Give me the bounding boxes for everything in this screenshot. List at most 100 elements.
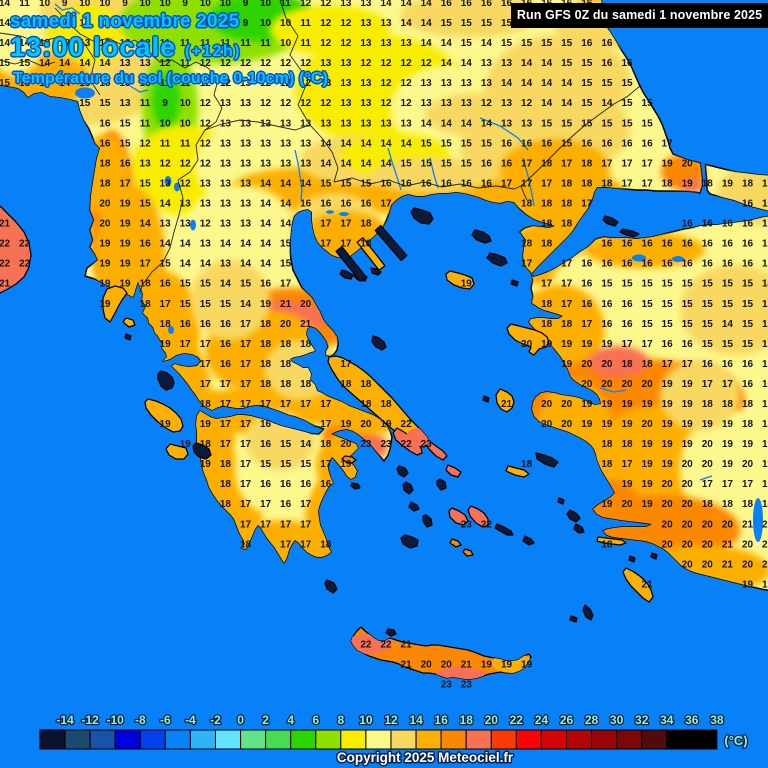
svg-text:17: 17: [722, 379, 734, 390]
svg-text:19: 19: [662, 419, 674, 430]
svg-text:13: 13: [501, 118, 513, 129]
svg-text:15: 15: [601, 118, 613, 129]
svg-text:38: 38: [710, 713, 724, 727]
svg-text:11: 11: [100, 18, 111, 29]
svg-text:21: 21: [461, 660, 473, 671]
svg-text:13: 13: [140, 78, 152, 89]
svg-text:10: 10: [280, 18, 292, 29]
svg-text:15: 15: [702, 319, 714, 330]
svg-text:12: 12: [380, 78, 392, 89]
svg-text:15: 15: [601, 78, 613, 89]
svg-text:21: 21: [0, 219, 10, 230]
svg-text:15: 15: [79, 98, 91, 109]
svg-text:20: 20: [722, 519, 734, 530]
svg-text:16: 16: [320, 479, 332, 490]
svg-text:21: 21: [280, 299, 292, 310]
svg-text:16: 16: [601, 319, 613, 330]
svg-text:12: 12: [200, 98, 212, 109]
svg-text:16: 16: [621, 58, 633, 69]
svg-text:17: 17: [320, 219, 332, 230]
svg-text:17: 17: [621, 179, 633, 190]
svg-text:11: 11: [180, 78, 191, 89]
svg-text:19: 19: [521, 660, 533, 671]
svg-text:18: 18: [702, 179, 714, 190]
svg-text:13: 13: [340, 98, 352, 109]
svg-text:16: 16: [601, 299, 613, 310]
svg-text:19: 19: [119, 199, 131, 210]
svg-text:18: 18: [742, 399, 754, 410]
svg-text:15: 15: [360, 179, 372, 190]
svg-text:19: 19: [501, 660, 513, 671]
svg-text:17: 17: [320, 459, 332, 470]
svg-text:16: 16: [260, 279, 272, 290]
svg-text:13: 13: [140, 58, 152, 69]
svg-text:18: 18: [541, 319, 553, 330]
svg-text:14: 14: [481, 38, 493, 49]
svg-text:12: 12: [200, 58, 212, 69]
svg-text:17: 17: [561, 259, 573, 270]
svg-text:10: 10: [280, 38, 292, 49]
svg-text:18: 18: [260, 359, 272, 370]
svg-text:17: 17: [722, 479, 734, 490]
svg-text:18: 18: [360, 399, 372, 410]
svg-text:18: 18: [662, 179, 674, 190]
svg-text:6: 6: [312, 713, 319, 727]
svg-text:18: 18: [460, 713, 474, 727]
svg-text:15: 15: [642, 319, 654, 330]
svg-text:16: 16: [421, 179, 433, 190]
svg-text:16: 16: [621, 319, 633, 330]
svg-text:20: 20: [621, 379, 633, 390]
svg-text:19: 19: [702, 419, 714, 430]
svg-text:15: 15: [662, 319, 674, 330]
svg-text:9: 9: [62, 0, 68, 9]
svg-text:17: 17: [200, 359, 212, 370]
svg-text:14: 14: [260, 219, 272, 230]
svg-text:20: 20: [762, 559, 768, 570]
svg-text:20: 20: [702, 559, 714, 570]
svg-text:14: 14: [380, 138, 392, 149]
svg-text:18: 18: [561, 219, 573, 230]
svg-text:19: 19: [200, 419, 212, 430]
svg-text:15: 15: [240, 279, 252, 290]
svg-text:10: 10: [160, 118, 172, 129]
svg-text:10: 10: [59, 18, 71, 29]
svg-text:20: 20: [642, 419, 654, 430]
svg-text:16: 16: [601, 58, 613, 69]
svg-text:15: 15: [762, 319, 768, 330]
svg-text:14: 14: [421, 0, 433, 9]
svg-text:20: 20: [702, 539, 714, 550]
svg-text:14: 14: [521, 78, 533, 89]
svg-text:20: 20: [682, 519, 694, 530]
svg-text:12: 12: [401, 58, 413, 69]
svg-text:15: 15: [300, 459, 312, 470]
svg-text:11: 11: [220, 38, 231, 49]
svg-text:11: 11: [140, 98, 151, 109]
svg-text:13: 13: [280, 138, 292, 149]
svg-text:17: 17: [320, 419, 332, 430]
svg-text:17: 17: [662, 138, 674, 149]
svg-text:15: 15: [481, 138, 493, 149]
svg-text:16: 16: [621, 138, 633, 149]
svg-text:11: 11: [140, 18, 151, 29]
svg-text:18: 18: [220, 479, 232, 490]
svg-text:20: 20: [601, 379, 613, 390]
svg-text:23: 23: [360, 439, 372, 450]
svg-text:12: 12: [401, 98, 413, 109]
svg-text:15: 15: [481, 18, 493, 29]
svg-text:19: 19: [642, 459, 654, 470]
svg-text:23: 23: [441, 680, 453, 691]
svg-text:13: 13: [180, 199, 192, 210]
svg-text:12: 12: [180, 158, 192, 169]
svg-text:16: 16: [160, 279, 172, 290]
svg-text:16: 16: [762, 479, 768, 490]
svg-text:12: 12: [280, 98, 292, 109]
svg-text:18: 18: [581, 179, 593, 190]
svg-text:18: 18: [140, 279, 152, 290]
svg-text:19: 19: [601, 399, 613, 410]
svg-text:15: 15: [561, 138, 573, 149]
svg-text:19: 19: [160, 419, 172, 430]
svg-text:11: 11: [140, 118, 151, 129]
svg-text:20: 20: [601, 359, 613, 370]
svg-text:20: 20: [682, 559, 694, 570]
svg-text:18: 18: [220, 459, 232, 470]
